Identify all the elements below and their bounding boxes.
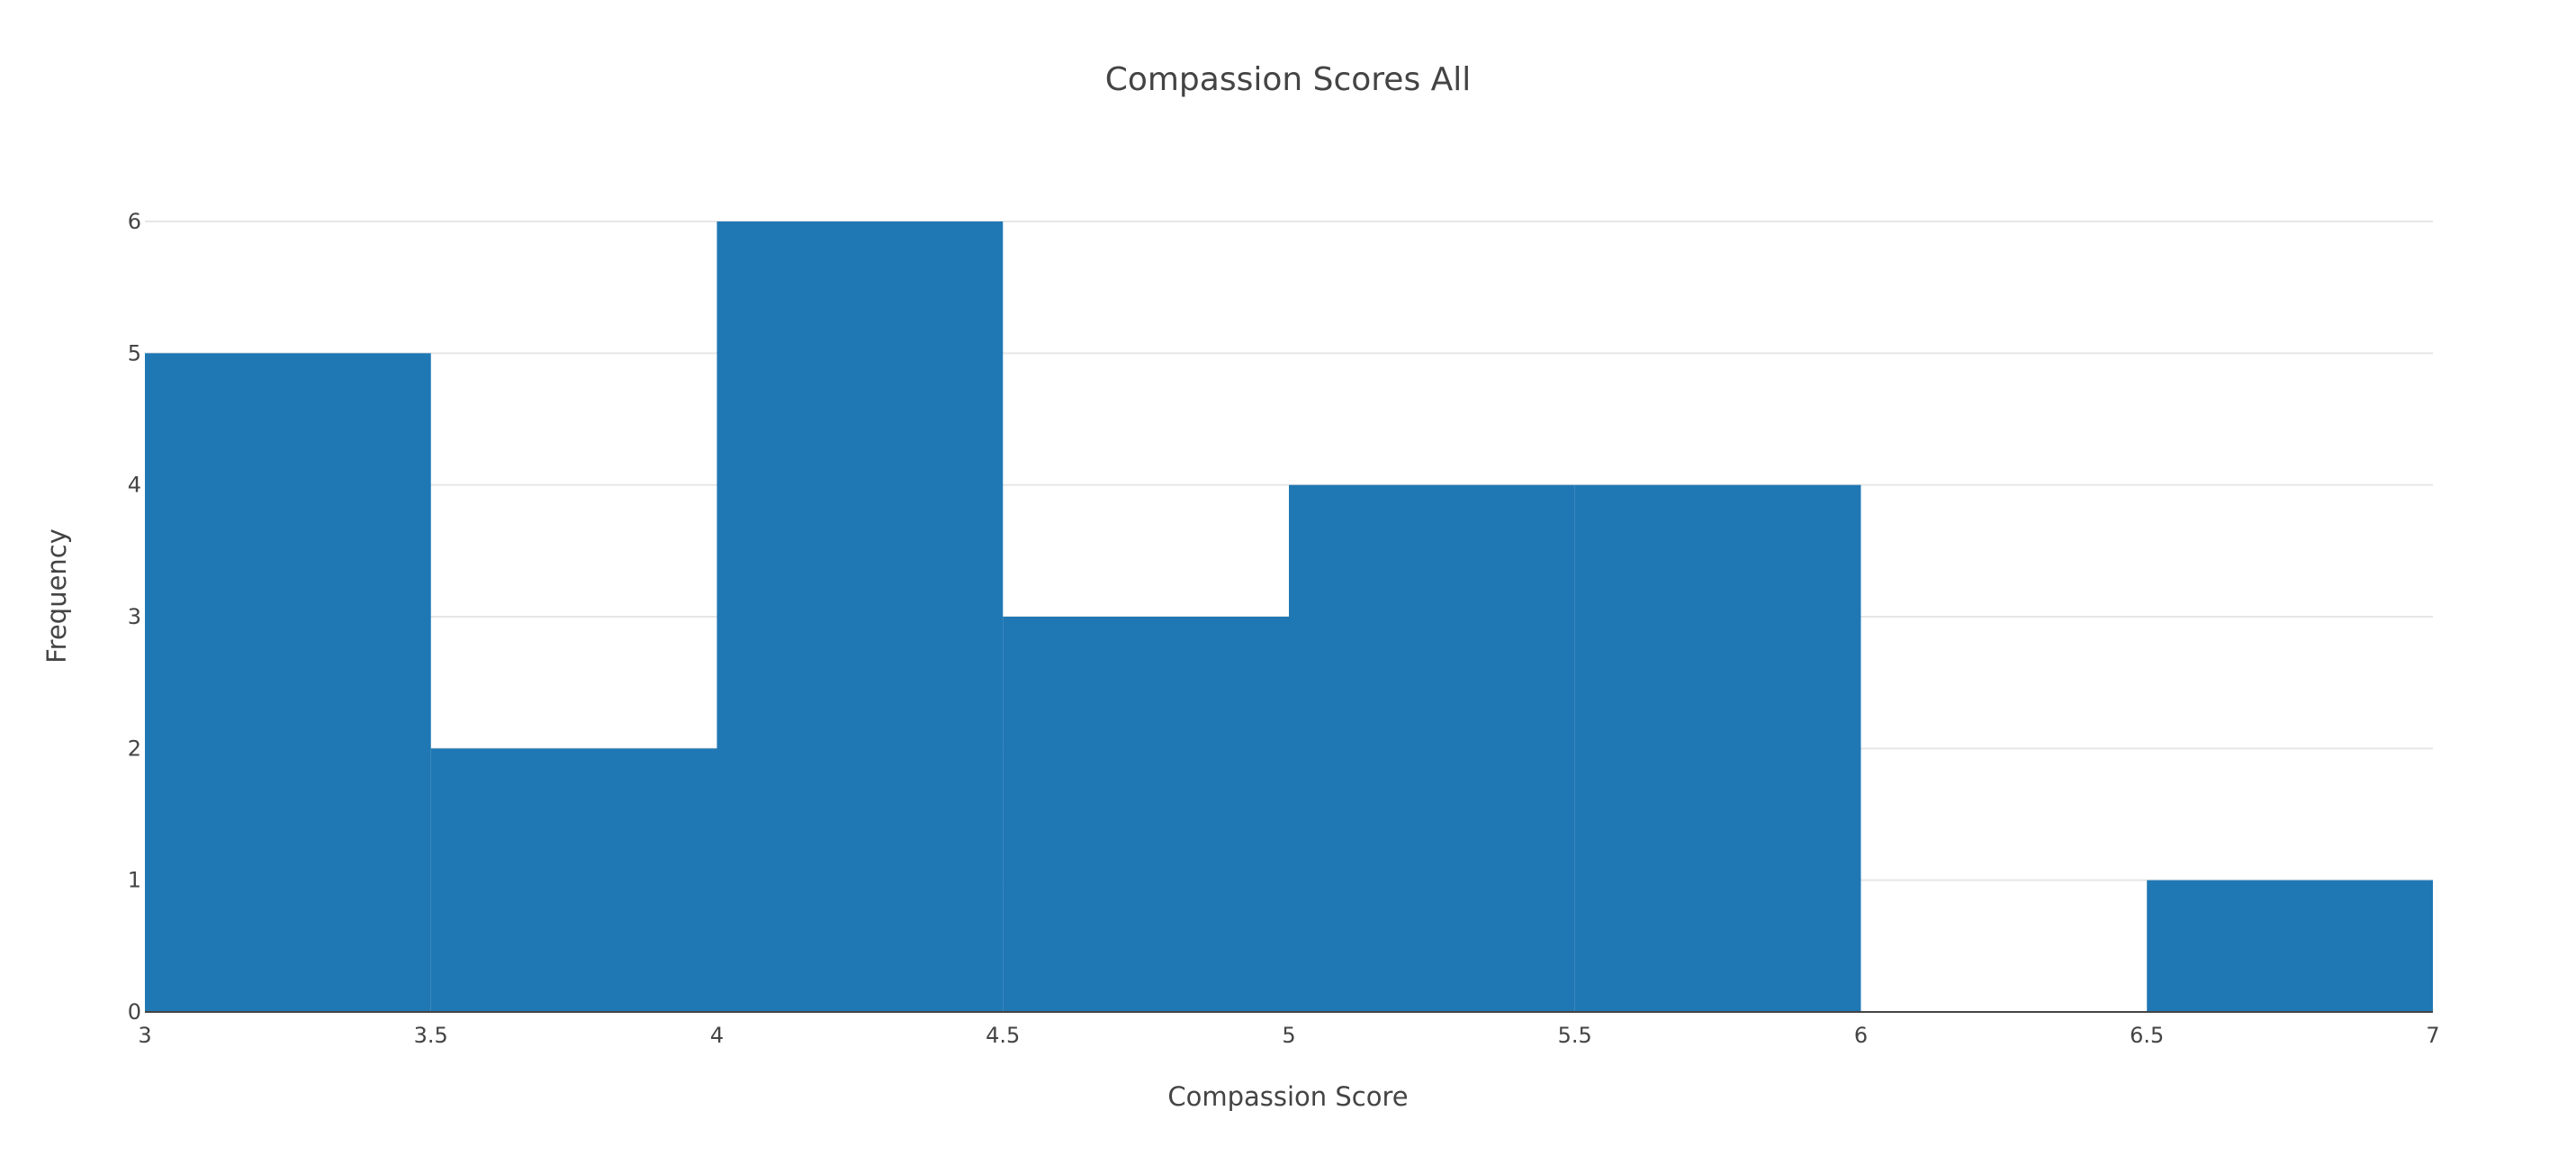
axes: 0 1 2 3 4 5 6 3 3.5 4 4.5 5 5.5 6 6.5 7 — [128, 209, 2440, 1048]
x-tick-label: 6 — [1854, 1023, 1868, 1048]
y-tick-label: 5 — [128, 340, 141, 366]
y-tick-label: 0 — [128, 999, 141, 1025]
chart-title: Compassion Scores All — [1105, 61, 1472, 98]
x-tick-label: 3.5 — [414, 1023, 448, 1048]
x-tick-label: 5.5 — [1558, 1023, 1592, 1048]
y-tick-label: 4 — [128, 473, 141, 498]
histogram-bar[interactable] — [145, 353, 431, 1012]
x-tick-label: 7 — [2426, 1023, 2439, 1048]
x-tick-label: 4 — [710, 1023, 724, 1048]
histogram-bars — [145, 221, 2433, 1012]
x-tick-label: 6.5 — [2130, 1023, 2164, 1048]
x-tick-label: 4.5 — [986, 1023, 1020, 1048]
x-tick-label: 5 — [1282, 1023, 1295, 1048]
y-tick-label: 1 — [128, 868, 141, 893]
histogram-bar[interactable] — [1574, 484, 1861, 1012]
histogram-bar[interactable] — [430, 748, 717, 1012]
histogram-bar[interactable] — [716, 221, 1004, 1012]
y-axis-label: Frequency — [41, 528, 72, 664]
x-tick-label: 3 — [138, 1023, 151, 1048]
histogram-bar[interactable] — [1003, 617, 1289, 1012]
y-tick-label: 2 — [128, 736, 141, 761]
histogram-bar[interactable] — [1289, 484, 1575, 1012]
histogram-bar[interactable] — [2147, 880, 2433, 1012]
y-tick-label: 6 — [128, 209, 141, 234]
x-axis-label: Compassion Score — [1167, 1081, 1408, 1112]
y-tick-label: 3 — [128, 604, 141, 629]
